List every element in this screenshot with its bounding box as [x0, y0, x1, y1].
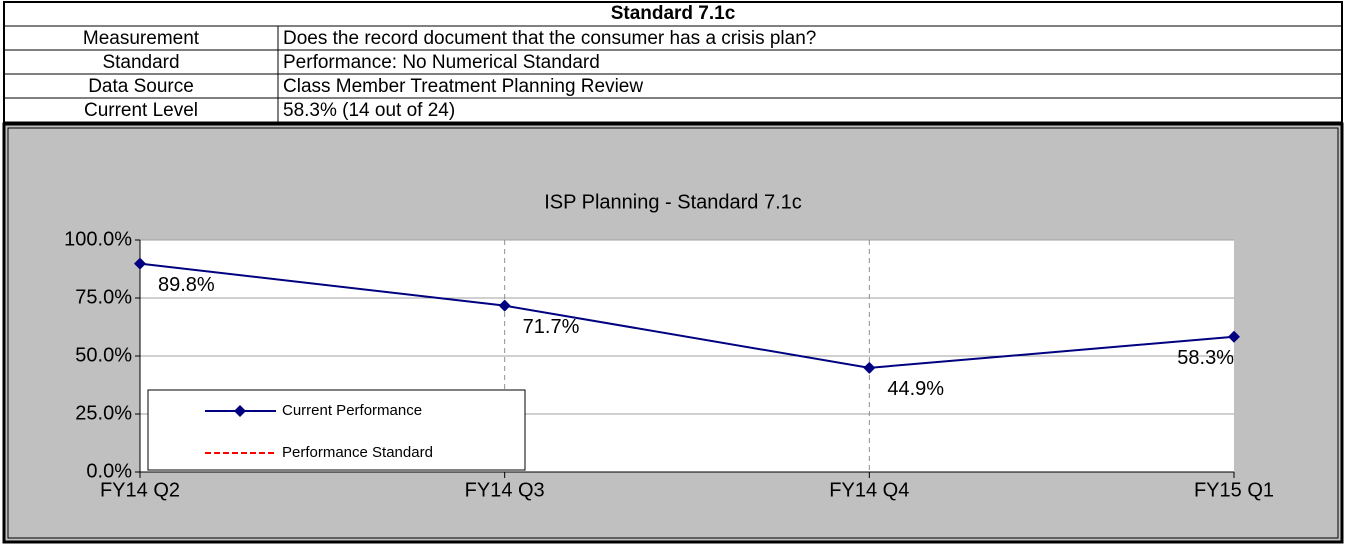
row-value: Performance: No Numerical Standard: [283, 52, 600, 73]
legend: [147, 389, 526, 471]
row-value: Class Member Treatment Planning Review: [283, 76, 643, 97]
row-value: 58.3% (14 out of 24): [283, 100, 455, 121]
x-tick-label: FY14 Q2: [100, 479, 180, 501]
x-tick-label: FY15 Q1: [1194, 479, 1274, 501]
x-tick-label: FY14 Q3: [465, 479, 545, 501]
data-point: [1228, 330, 1240, 343]
row-label: Measurement: [83, 28, 200, 49]
y-tick-label: 50.0%: [75, 344, 132, 366]
row-value: Does the record document that the consum…: [283, 28, 816, 49]
data-point: [134, 257, 146, 270]
chart-inner-frame: [7, 127, 1339, 539]
y-tick-label: 75.0%: [75, 286, 132, 308]
row-label: Data Source: [88, 76, 194, 97]
data-label: 89.8%: [158, 274, 215, 296]
data-label: 71.7%: [523, 316, 580, 338]
legend-label: Performance Standard: [282, 444, 433, 461]
data-point: [498, 299, 511, 312]
x-tick-label: FY14 Q4: [829, 479, 909, 501]
y-tick-label: 25.0%: [75, 402, 132, 424]
series-line: [139, 262, 1235, 369]
legend-label: Current Performance: [282, 402, 422, 419]
chart-title: ISP Planning - Standard 7.1c: [544, 191, 802, 213]
data-label: 44.9%: [887, 378, 944, 400]
y-tick-label: 0.0%: [86, 460, 132, 482]
legend-marker: [234, 405, 246, 417]
y-tick-label: 100.0%: [64, 228, 132, 250]
table-title: Standard 7.1c: [611, 3, 736, 24]
row-label: Current Level: [84, 100, 198, 121]
row-label: Standard: [102, 52, 179, 73]
data-point: [863, 361, 876, 374]
data-label: 58.3%: [1177, 347, 1234, 369]
